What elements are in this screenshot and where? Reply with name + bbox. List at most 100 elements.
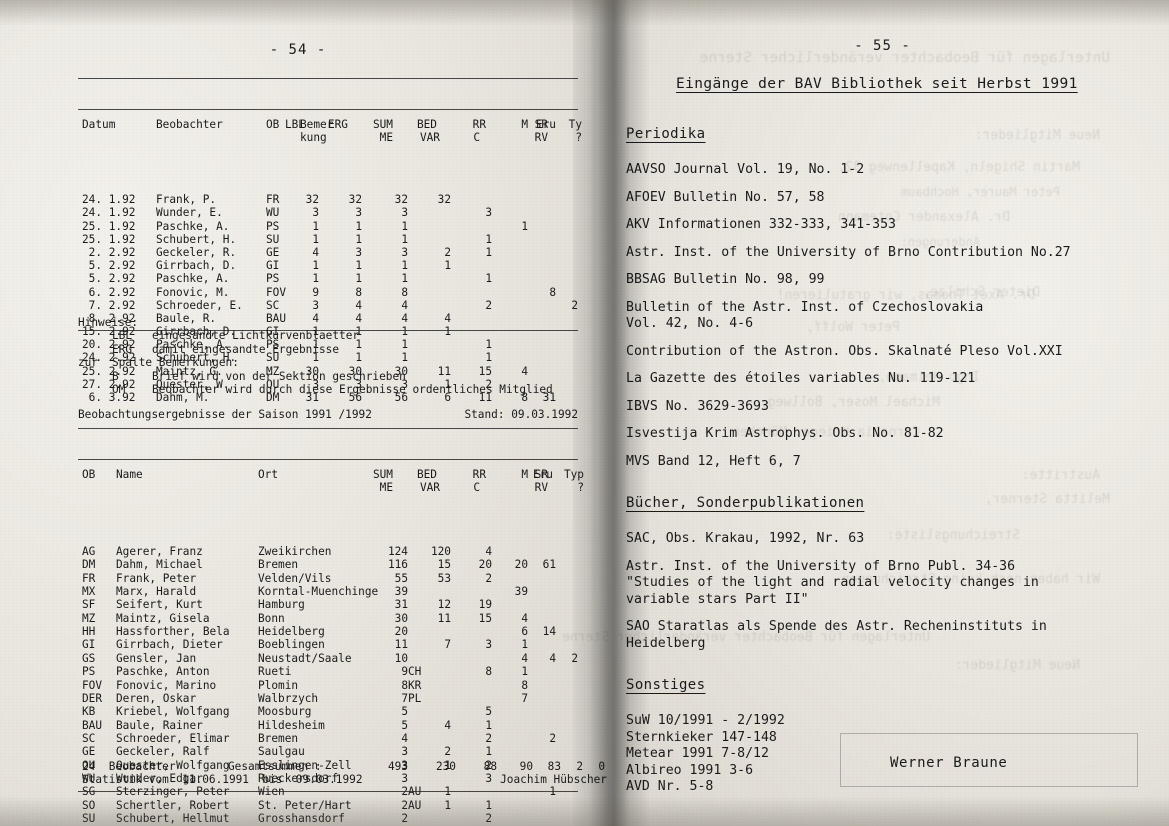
table1-body: 24. 1.92 Frank, P. FR 32 32 32 32 24. 1.92 Wunde… — [78, 187, 578, 404]
cell-rrc: 1 — [485, 799, 492, 812]
cell-rrc: 1 — [485, 351, 492, 365]
table-row: KB Kriebel, Wolfgang Moosburg 5 5 — [78, 705, 578, 718]
section-heading-1: Periodika — [626, 126, 706, 142]
cell-bed-var: 11 — [437, 611, 451, 625]
cell-lbl: 4 — [312, 245, 319, 259]
note-key: OM — [112, 383, 126, 397]
cell-name: Seifert, Kurt — [116, 598, 203, 612]
th2-c: C — [473, 481, 480, 495]
th2-name: Name — [116, 468, 143, 482]
cell-bed-var: 4 — [444, 311, 451, 325]
cell-ort: Boeblingen — [258, 638, 325, 652]
cell-beobachter: Fonovic, M. — [156, 285, 230, 299]
table-row: 8. 2.92 Baule, R. BAU 4 4 4 4 — [78, 312, 578, 325]
cell-rrc: 2 — [485, 377, 492, 391]
cell-bed-var: 12 — [437, 598, 451, 612]
cell-sum-me: 4 — [401, 298, 408, 312]
cell-sum-me: 11 — [394, 638, 408, 652]
cell-erg: 1 — [355, 272, 362, 286]
table2-top-rule — [78, 428, 578, 429]
cell-sum-me: 1 — [401, 325, 408, 339]
cell-sum-me: 1 — [401, 351, 408, 365]
season-date: Stand: 09.03.1992 — [464, 408, 578, 421]
table-row: 5. 2.92 Girrbach, D. GI 1 1 1 1 — [78, 259, 578, 272]
cell-sum-me: 56 — [394, 391, 408, 405]
cell-ort: Korntal-Muenchinge — [258, 585, 379, 599]
library-entry: Astr. Inst. of the University of Brno Co… — [626, 244, 1071, 260]
cell-sum-me: 1 — [401, 232, 408, 246]
cell-ob: BAU — [266, 311, 287, 325]
cell-datum: 6. 2.92 — [82, 285, 136, 299]
table-row: 5. 2.92 Paschke, A. PS 1 1 1 1 — [78, 272, 578, 285]
th-var: VAR — [419, 130, 440, 144]
library-entry: Metear 1991 7-8/12 — [626, 746, 769, 761]
cell-erg: 3 — [355, 377, 362, 391]
cell-name: Girrbach, Dieter — [116, 638, 223, 652]
th2-q: ? — [577, 481, 584, 495]
cell-name: Baule, Rainer — [116, 718, 203, 732]
library-entry: Sternkieker 147-148 — [626, 729, 777, 745]
cell-rrc: 3 — [485, 206, 492, 220]
cell-ort: Zweikirchen — [258, 545, 332, 559]
cell-ob: SC — [82, 731, 96, 745]
cell-name: Fonovic, Marino — [116, 678, 217, 692]
cell-rrc: 2 — [485, 571, 492, 585]
cell-sum-me: 8 — [401, 285, 408, 299]
cell-ort: Rueti — [258, 665, 292, 679]
cell-ob: GI — [82, 638, 96, 652]
cell-bed-var: 32 — [437, 193, 451, 207]
table-row: SO Schertler, Robert St. Peter/Hart AU2 1 1 — [78, 799, 578, 812]
cell-ob: PS — [266, 219, 280, 233]
note-key: LBL — [112, 329, 133, 343]
cell-rrc: 2 — [485, 812, 492, 825]
notes-title: Hinweise: — [78, 316, 139, 329]
footer-total: 0 — [598, 760, 605, 773]
table-row: 25. 2.92 Maintz, G. MZ 30 30 30 11 15 4 — [78, 365, 578, 378]
cell-lbl: 1 — [312, 259, 319, 273]
cell-name: Agerer, Franz — [116, 545, 203, 559]
cell-ort: Bremen — [258, 558, 299, 572]
cell-ort: Bonn — [258, 611, 285, 625]
library-entry: Bulletin of the Astr. Inst. of Czechoslo… — [626, 299, 984, 332]
footer-total: 230 — [435, 760, 456, 773]
th-q: ? — [575, 130, 582, 144]
cell-sum-me: 2 — [401, 812, 408, 825]
table-row: MX Marx, Harald Korntal-Muenchinge 39 39 — [78, 585, 578, 598]
cell-sum-me: 20 — [394, 625, 408, 639]
cell-eru: 2 — [571, 651, 578, 665]
right-page: - 55 - Eingänge der BAV Bibliothek seit … — [596, 0, 1169, 826]
cell-name: Wunder, Edgar — [116, 771, 203, 785]
cell-sum-me: 31 — [394, 598, 408, 612]
cell-ob: KB — [82, 705, 96, 719]
cell-lbl: 1 — [312, 338, 319, 352]
cell-sum-me: 3 — [401, 745, 408, 759]
observation-results-table: Datum Beobachter OB Bemer LBL ERG SUM BED RR M SR E… — [78, 78, 582, 444]
cell-sum-me: 55 — [394, 571, 408, 585]
cell-rrc: 4 — [485, 545, 492, 559]
cell-ort: Moosburg — [258, 705, 312, 719]
left-page-number: - 54 - — [269, 42, 327, 58]
footer-observer-count: 24 Beobachter — [82, 760, 176, 773]
cell-sum-me: 32 — [394, 193, 408, 207]
cell-lbl: 1 — [312, 232, 319, 246]
cell-ob: AG — [82, 545, 96, 559]
cell-ob: SF — [82, 598, 96, 612]
th2-bed: BED — [416, 468, 437, 482]
table-row: kung ME VAR C RV? — [78, 130, 582, 145]
note-text: Brief wird von der Sektion geschrieben — [152, 369, 406, 383]
cell-rrc: 20 — [478, 558, 492, 572]
note-line: ERG damit eingesandte Ergebnisse — [78, 343, 553, 356]
cell-rrc: 2 — [485, 758, 492, 772]
section-heading-2: Bücher, Sonderpublikationen — [626, 495, 865, 511]
note-line: LBL eingesandte Lichtkurvenblaetter — [78, 329, 553, 342]
cell-erg: 1 — [355, 351, 362, 365]
cell-ob: GI — [266, 259, 280, 273]
cell-sum-me: 5 — [401, 705, 408, 719]
cell-sum-me: 9 — [401, 665, 408, 679]
th2-ob: OB — [82, 468, 96, 482]
table-row: MZ Maintz, Gisela Bonn 30 11 15 4 — [78, 612, 578, 625]
cell-name: Geckeler, Ralf — [116, 745, 210, 759]
th-rv: RV — [534, 130, 548, 144]
cell-erg: 3 — [355, 245, 362, 259]
library-entry: SAC, Obs. Krakau, 1992, Nr. 63 — [626, 531, 865, 546]
